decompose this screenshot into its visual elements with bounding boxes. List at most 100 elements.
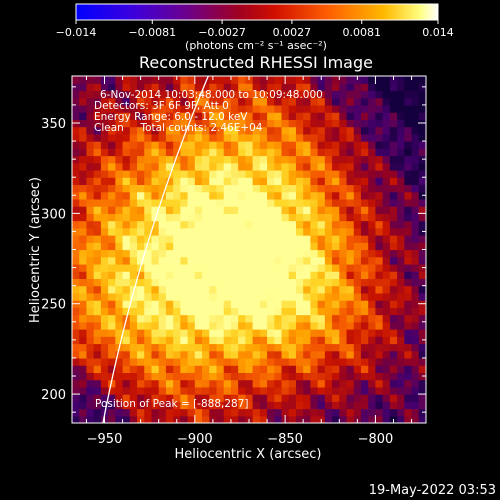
heatmap-cell	[180, 408, 189, 417]
heatmap-cell	[324, 213, 333, 222]
heatmap-cell	[79, 235, 88, 243]
heatmap-cell	[259, 112, 268, 120]
heatmap-cell	[238, 141, 246, 149]
heatmap-cell	[108, 249, 116, 258]
heatmap-cell	[230, 329, 239, 337]
heatmap-cell	[397, 97, 405, 106]
heatmap-cell	[238, 357, 246, 366]
heatmap-cell	[72, 314, 80, 323]
heatmap-cell	[368, 162, 377, 171]
heatmap-cell	[310, 292, 319, 301]
heatmap-cell	[122, 119, 131, 128]
heatmap-cell	[382, 162, 391, 171]
heatmap-cell	[122, 169, 131, 178]
heatmap-cell	[194, 242, 203, 251]
heatmap-cell	[353, 177, 362, 186]
heatmap-cell	[353, 285, 362, 294]
heatmap-cell	[180, 148, 189, 157]
heatmap-cell	[238, 379, 246, 388]
heatmap-cell	[252, 300, 261, 308]
heatmap-cell	[122, 350, 131, 359]
heatmap-cell	[397, 249, 405, 258]
heatmap-cell	[165, 162, 174, 171]
heatmap-cell	[346, 198, 355, 207]
heatmap-cell	[79, 271, 88, 280]
heatmap-cell	[115, 206, 124, 214]
heatmap-cell	[137, 112, 145, 120]
heatmap-cell	[295, 169, 304, 178]
y-tick-label: 300	[41, 207, 66, 222]
heatmap-cell	[332, 184, 340, 193]
heatmap-cell	[144, 90, 153, 99]
heatmap-cell	[180, 321, 189, 330]
heatmap-cell	[418, 126, 426, 135]
heatmap-cell	[375, 292, 384, 301]
heatmap-cell	[86, 292, 95, 301]
heatmap-cell	[173, 365, 181, 373]
heatmap-cell	[332, 227, 340, 236]
heatmap-cell	[194, 350, 203, 359]
heatmap-cell	[230, 76, 239, 84]
heatmap-cell	[173, 343, 181, 352]
heatmap-cell	[324, 112, 333, 120]
heatmap-cell	[404, 336, 413, 345]
heatmap-cell	[339, 278, 348, 287]
heatmap-cell	[245, 133, 254, 142]
heatmap-cell	[288, 206, 297, 214]
heatmap-cell	[165, 314, 174, 323]
heatmap-cell	[93, 415, 102, 423]
heatmap-cell	[165, 336, 174, 345]
heatmap-cell	[382, 307, 391, 316]
heatmap-cell	[86, 256, 95, 265]
heatmap-cell	[267, 350, 275, 359]
heatmap-cell	[360, 220, 369, 229]
heatmap-cell	[411, 242, 420, 251]
heatmap-cell	[202, 90, 210, 99]
heatmap-cell	[360, 213, 369, 222]
heatmap-cell	[238, 162, 246, 171]
heatmap-cell	[129, 307, 138, 316]
heatmap-cell	[317, 278, 326, 287]
heatmap-cell	[397, 300, 405, 308]
heatmap-cell	[375, 76, 384, 84]
heatmap-cell	[310, 336, 319, 345]
heatmap-cell	[238, 415, 246, 423]
heatmap-cell	[397, 394, 405, 402]
heatmap-cell	[187, 365, 196, 373]
heatmap-cell	[360, 321, 369, 330]
heatmap-cell	[382, 271, 391, 280]
heatmap-cell	[317, 242, 326, 251]
heatmap-cell	[202, 76, 210, 84]
heatmap-cell	[108, 336, 116, 345]
heatmap-cell	[122, 242, 131, 251]
heatmap-cell	[317, 379, 326, 388]
heatmap-cell	[375, 314, 384, 323]
heatmap-cell	[317, 394, 326, 402]
heatmap-cell	[324, 90, 333, 99]
heatmap-cell	[252, 141, 261, 149]
heatmap-cell	[346, 76, 355, 84]
heatmap-cell	[122, 155, 131, 164]
heatmap-cell	[245, 162, 254, 171]
heatmap-cell	[274, 314, 283, 323]
heatmap-cell	[108, 97, 116, 106]
heatmap-cell	[173, 357, 181, 366]
heatmap-cell	[375, 357, 384, 366]
heatmap-cell	[180, 213, 189, 222]
heatmap-cell	[230, 112, 239, 120]
heatmap-cell	[382, 350, 391, 359]
heatmap-cell	[360, 285, 369, 294]
heatmap-cell	[346, 336, 355, 345]
heatmap-cell	[303, 206, 311, 214]
heatmap-cell	[281, 198, 290, 207]
heatmap-cell	[194, 126, 203, 135]
heatmap-cell	[259, 357, 268, 366]
heatmap-cell	[202, 119, 210, 128]
heatmap-cell	[115, 314, 124, 323]
heatmap-cell	[245, 336, 254, 345]
heatmap-cell	[115, 198, 124, 207]
heatmap-cell	[295, 314, 304, 323]
heatmap-cell	[245, 300, 254, 308]
heatmap-cell	[158, 206, 167, 214]
heatmap-cell	[79, 76, 88, 84]
